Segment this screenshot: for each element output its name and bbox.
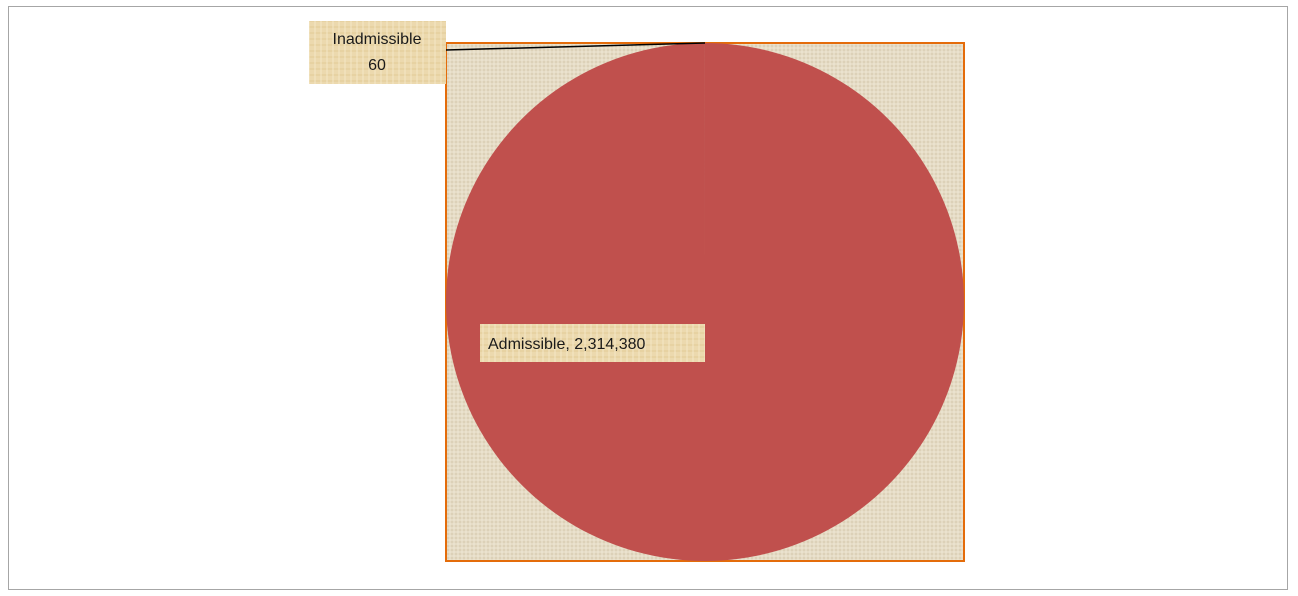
data-label-admissible-name: Admissible: [488, 336, 565, 353]
pie-slice-admissible: [446, 42, 965, 561]
leader-line-inadmissible: [445, 42, 706, 51]
inadmissible-label-box: [309, 21, 446, 84]
data-label-inadmissible-value: 60: [368, 57, 386, 74]
data-label-admissible-value: 2,314,380: [574, 336, 645, 353]
data-label-inadmissible-name: Inadmissible: [333, 31, 422, 48]
admissible-label-box: [480, 324, 705, 362]
data-label-admissible: Admissible, 2,314,380: [488, 336, 646, 353]
